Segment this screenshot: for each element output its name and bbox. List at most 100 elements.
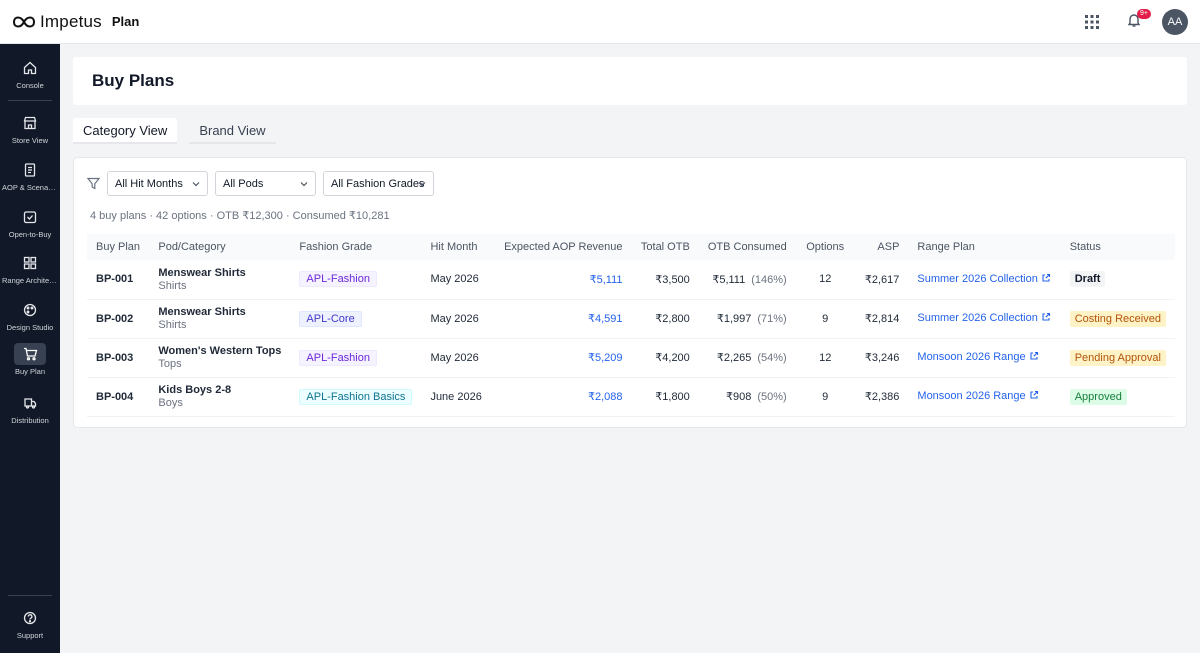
status-cell: Draft	[1061, 260, 1175, 299]
range-plan-link[interactable]: Monsoon 2026 Range	[917, 390, 1026, 402]
expected-aop-revenue-cell[interactable]: ₹5,209	[588, 352, 623, 364]
sidebar-item-store-view[interactable]: Store View	[0, 112, 60, 145]
buy-plan-id[interactable]: BP-002	[96, 312, 134, 325]
fashion-grade-cell: APL-Fashion Basics	[290, 377, 421, 416]
otb-consumed-cell: ₹5,111 (146%)	[699, 260, 796, 299]
fashion-grade-select[interactable]: All Fashion Grades	[323, 171, 434, 196]
sidebar-item-aop-scenarios[interactable]: AOP & Scenarios	[0, 159, 60, 192]
page-header: Buy Plans	[73, 57, 1187, 105]
table-row[interactable]: BP-004 Kids Boys 2-8 Boys APL-Fashion Bas…	[87, 377, 1175, 416]
tab-category-view[interactable]: Category View	[73, 118, 178, 144]
sidebar-item-support[interactable]: Support	[0, 607, 60, 640]
fashion-grade-badge: APL-Fashion	[299, 349, 377, 366]
status-badge: Draft	[1069, 271, 1106, 288]
options-cell: 9	[822, 390, 829, 403]
range-plan-link[interactable]: Summer 2026 Collection	[917, 272, 1038, 285]
buy-plan-id[interactable]: BP-003	[96, 351, 134, 364]
avatar[interactable]: AA	[1162, 9, 1188, 35]
table-row[interactable]: BP-003 Women's Western Tops Tops APL-Fash…	[87, 338, 1175, 377]
otb-consumed-cell: ₹1,997 (71%)	[699, 299, 796, 338]
range-plan-cell[interactable]: Summer 2026 Collection	[908, 299, 1060, 338]
options-cell: 9	[822, 312, 829, 325]
divider	[8, 100, 52, 101]
hit-month-select[interactable]: All Hit Months	[107, 171, 208, 196]
table-header-row: Buy Plan Pod/Category Fashion Grade Hit …	[87, 234, 1175, 260]
pod-name: Women's Western Tops	[158, 345, 282, 357]
impetus-logo-icon	[12, 13, 36, 31]
otb-consumed-cell: ₹2,265 (54%)	[699, 338, 796, 377]
filter-icon	[86, 177, 101, 191]
expected-aop-revenue-cell[interactable]: ₹2,088	[588, 391, 623, 403]
sidebar-item-label: Design Studio	[6, 323, 54, 332]
total-otb-cell: ₹3,500	[655, 273, 690, 286]
expected-aop-revenue-cell[interactable]: ₹5,111	[589, 273, 623, 286]
total-otb-cell: ₹4,200	[655, 352, 690, 364]
category-name: Boys	[158, 397, 183, 409]
status-cell: Costing Received	[1061, 299, 1175, 338]
external-link-icon	[1029, 390, 1039, 403]
category-name: Tops	[158, 358, 182, 370]
otb-consumed-value: ₹5,111	[712, 273, 746, 286]
hit-month-cell: May 2026	[430, 312, 479, 325]
status-badge: Pending Approval	[1069, 349, 1166, 366]
column-header-hit-month[interactable]: Hit Month	[430, 241, 478, 253]
options-cell: 12	[819, 351, 832, 364]
sidebar-item-label: Store View	[11, 136, 49, 145]
table-row[interactable]: BP-002 Menswear Shirts Shirts APL-Core Ma…	[87, 299, 1175, 338]
range-plan-cell[interactable]: Summer 2026 Collection	[908, 260, 1060, 299]
external-link-icon	[1041, 273, 1051, 286]
sidebar-item-design-studio[interactable]: Design Studio	[0, 299, 60, 332]
apps-grid-icon[interactable]	[1078, 8, 1106, 36]
sidebar-item-console[interactable]: Console	[0, 57, 60, 90]
expected-aop-revenue-cell[interactable]: ₹4,591	[588, 313, 623, 325]
otb-consumed-percent: (146%)	[751, 273, 787, 286]
fashion-grade-cell: APL-Fashion	[290, 260, 421, 299]
document-icon	[14, 159, 46, 181]
otb-consumed-value: ₹2,265	[716, 352, 752, 364]
calendar-check-icon	[14, 206, 46, 228]
fashion-grade-badge: APL-Fashion Basics	[299, 388, 413, 405]
buy-plans-table: Buy Plan Pod/Category Fashion Grade Hit …	[87, 234, 1175, 417]
buy-plan-id[interactable]: BP-004	[96, 390, 134, 403]
asp-cell: ₹3,246	[864, 352, 900, 364]
column-header-pod-category[interactable]: Pod/Category	[158, 241, 226, 253]
sidebar: Console Store View AOP & Scenarios Open-…	[0, 44, 60, 653]
column-header-expected-aop-revenue[interactable]: Expected AOP Revenue	[504, 241, 623, 253]
help-icon	[14, 607, 46, 629]
chevron-down-icon	[417, 179, 427, 192]
buy-plan-id[interactable]: BP-001	[96, 273, 134, 286]
asp-cell: ₹2,617	[864, 273, 900, 286]
palette-icon	[14, 299, 46, 321]
tab-brand-view[interactable]: Brand View	[189, 118, 276, 144]
column-header-range-plan[interactable]: Range Plan	[917, 241, 975, 253]
column-header-otb-consumed[interactable]: OTB Consumed	[707, 241, 787, 253]
range-plan-link[interactable]: Summer 2026 Collection	[917, 312, 1038, 324]
column-header-fashion-grade[interactable]: Fashion Grade	[299, 241, 373, 253]
otb-consumed-percent: (71%)	[757, 313, 787, 325]
sidebar-item-label: Buy Plan	[14, 367, 46, 376]
sidebar-item-range-architecture[interactable]: Range Architecture	[0, 252, 60, 285]
sidebar-item-distribution[interactable]: Distribution	[0, 392, 60, 425]
column-header-total-otb[interactable]: Total OTB	[640, 241, 690, 253]
range-plan-cell[interactable]: Monsoon 2026 Range	[908, 377, 1060, 416]
column-header-buy-plan[interactable]: Buy Plan	[96, 241, 141, 253]
brand[interactable]: Impetus Plan	[12, 12, 139, 32]
sidebar-item-buy-plan[interactable]: Buy Plan	[0, 343, 60, 376]
status-cell: Approved	[1061, 377, 1175, 416]
sidebar-item-open-to-buy[interactable]: Open-to-Buy	[0, 206, 60, 239]
otb-consumed-value: ₹908	[726, 391, 752, 403]
notifications-button[interactable]: 9+	[1120, 8, 1151, 36]
column-header-asp[interactable]: ASP	[877, 241, 900, 253]
cart-icon	[14, 343, 46, 365]
column-header-options[interactable]: Options	[806, 241, 845, 253]
range-plan-cell[interactable]: Monsoon 2026 Range	[908, 338, 1060, 377]
pod-name: Kids Boys 2-8	[158, 384, 232, 396]
column-header-status[interactable]: Status	[1069, 241, 1101, 253]
table-row[interactable]: BP-001 Menswear Shirts Shirts APL-Fashion…	[87, 260, 1175, 299]
chevron-down-icon	[191, 179, 201, 192]
hit-month-select-value: All Hit Months	[115, 177, 183, 190]
sidebar-item-label: Range Architecture	[2, 276, 58, 285]
pod-select[interactable]: All Pods	[215, 171, 316, 196]
range-plan-link[interactable]: Monsoon 2026 Range	[917, 351, 1026, 363]
external-link-icon	[1041, 312, 1051, 325]
